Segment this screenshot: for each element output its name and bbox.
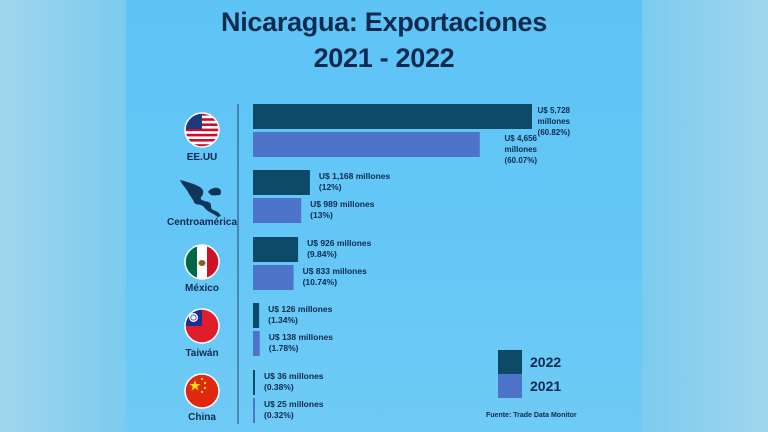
data-label-2022-4: U$ 36 millones (0.38%) <box>264 371 324 392</box>
bar-2021-3 <box>253 331 260 356</box>
data-label-2021-4: U$ 25 millones (0.32%) <box>264 399 324 420</box>
category-label-0: EE.UU <box>187 152 218 163</box>
category-label-1: Centroamérica <box>167 217 237 228</box>
data-label-2021-3: U$ 138 millones (1.78%) <box>269 332 334 353</box>
left-backdrop <box>0 0 126 432</box>
data-label-2022-2: U$ 926 millones (9.84%) <box>307 238 372 259</box>
infographic-panel <box>126 0 642 432</box>
bar-2022-0 <box>253 104 532 129</box>
us-flag-icon <box>184 112 220 148</box>
bar-2022-4 <box>253 370 255 395</box>
legend-swatch-2021 <box>498 374 522 398</box>
china-flag-icon <box>184 373 220 409</box>
data-label-2021-0: U$ 4,656 millones (60.07%) <box>505 134 538 165</box>
data-label-2022-3: U$ 126 millones (1.34%) <box>268 304 333 325</box>
category-label-2: México <box>185 283 219 294</box>
category-label-3: Taiwán <box>185 348 218 359</box>
data-label-2021-2: U$ 833 millones (10.74%) <box>303 266 368 287</box>
bar-2022-3 <box>253 303 260 328</box>
data-label-2022-0: U$ 5,728 millones (60.82%) <box>538 106 571 137</box>
source-note: Fuente: Trade Data Monitor <box>486 412 577 419</box>
legend-swatch-2022 <box>498 350 522 374</box>
bar-2021-0 <box>253 132 480 157</box>
mexico-flag-icon <box>184 244 220 280</box>
chart-title-line1: Nicaragua: Exportaciones <box>221 7 547 37</box>
chart-title-line2: 2021 - 2022 <box>313 43 455 73</box>
legend-label-2021: 2021 <box>530 378 562 394</box>
bar-2021-1 <box>253 198 302 223</box>
right-backdrop <box>642 0 768 432</box>
legend-label-2022: 2022 <box>530 354 562 370</box>
data-label-2021-1: U$ 989 millones (13%) <box>310 199 375 220</box>
bar-2022-1 <box>253 170 310 195</box>
taiwan-flag-icon <box>184 308 220 344</box>
bar-2021-2 <box>253 265 294 290</box>
bar-2022-2 <box>253 237 299 262</box>
central-america-map-icon <box>180 180 222 217</box>
bar-2021-4 <box>253 398 255 423</box>
data-label-2022-1: U$ 1,168 millones (12%) <box>319 171 391 192</box>
category-label-4: China <box>188 412 216 423</box>
